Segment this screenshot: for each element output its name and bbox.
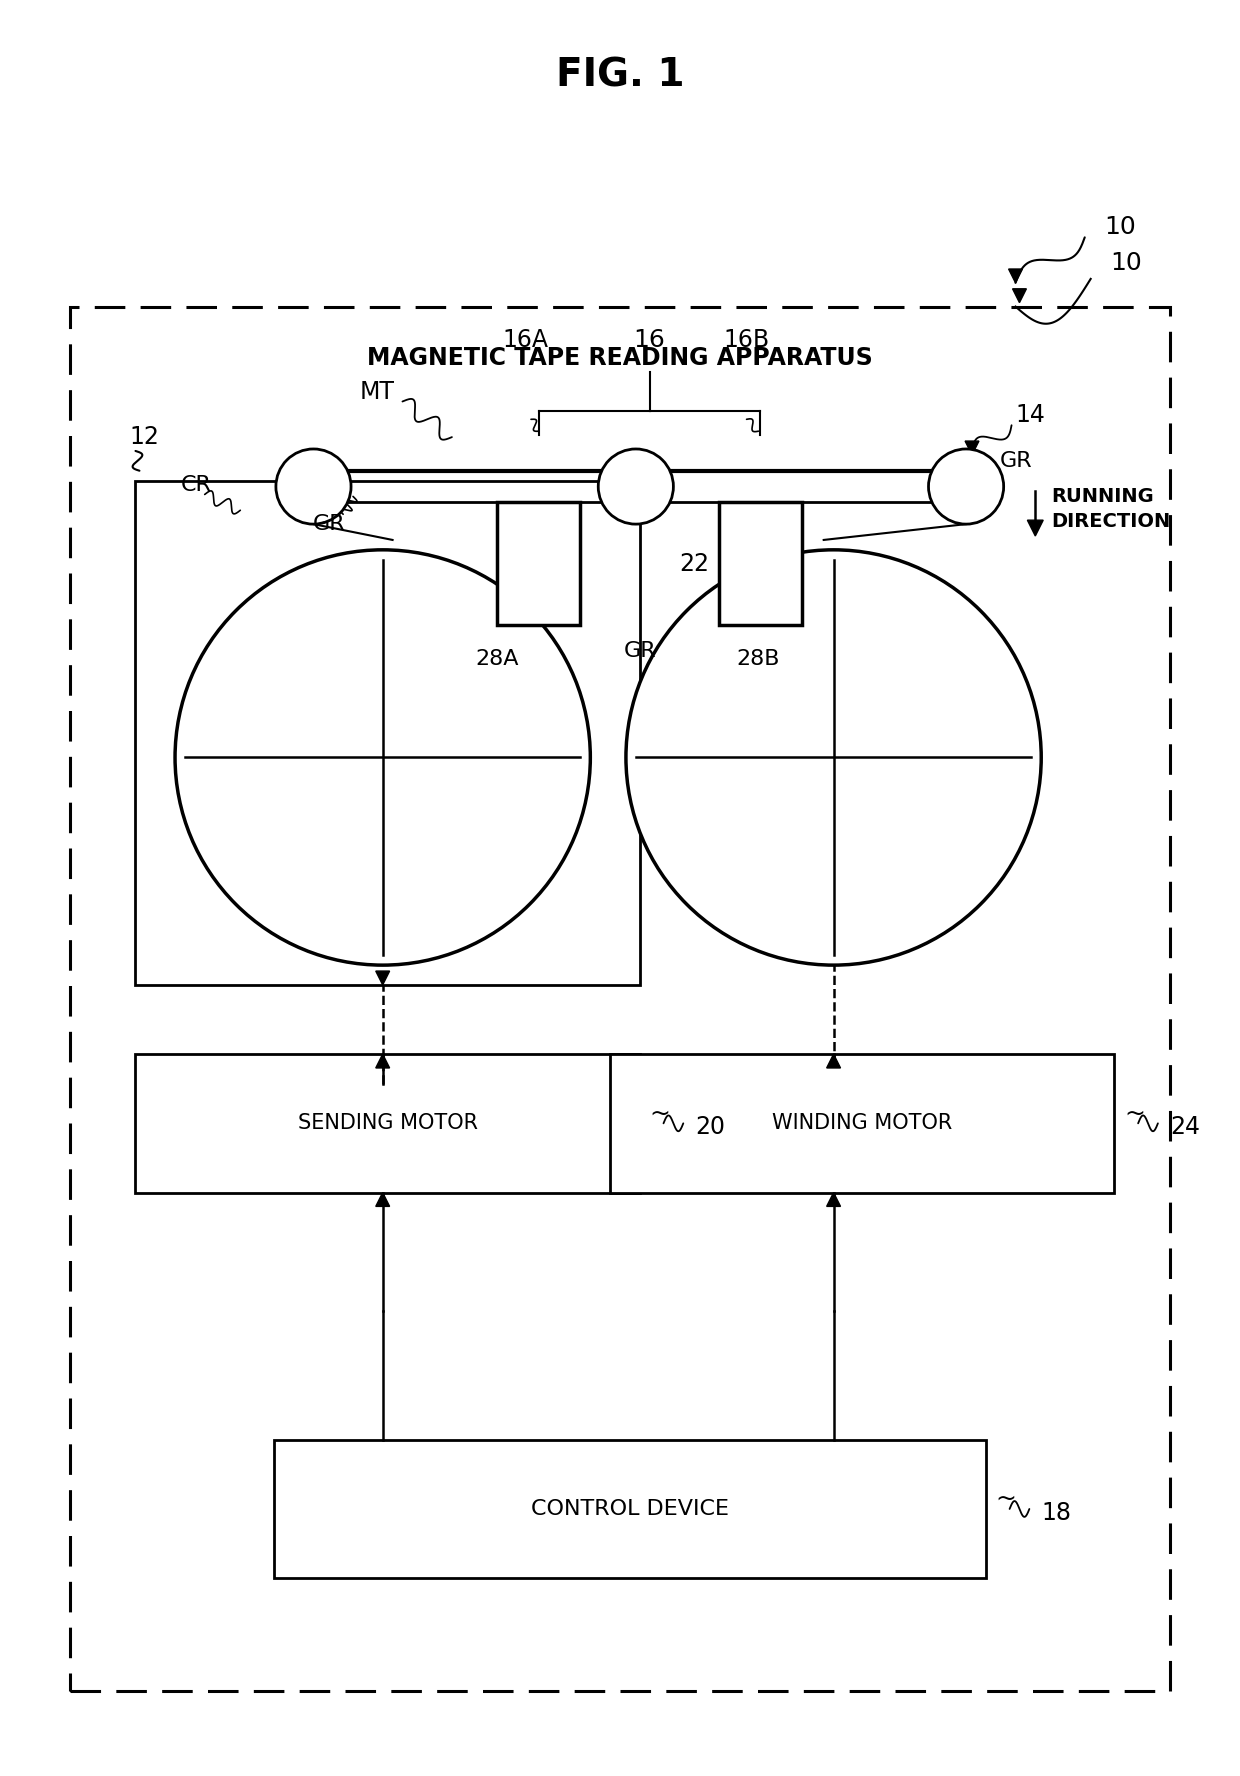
Text: 12: 12 (129, 424, 160, 449)
Text: CONTROL DEVICE: CONTROL DEVICE (531, 1499, 729, 1518)
FancyBboxPatch shape (274, 1440, 986, 1579)
Text: SENDING MOTOR: SENDING MOTOR (298, 1114, 477, 1133)
Text: RUNNING
DIRECTION: RUNNING DIRECTION (1052, 487, 1171, 531)
Text: GR: GR (312, 513, 346, 535)
Text: ~: ~ (996, 1487, 1017, 1511)
Polygon shape (376, 971, 389, 986)
Text: FIG. 1: FIG. 1 (556, 57, 684, 94)
Circle shape (626, 551, 1042, 964)
FancyBboxPatch shape (71, 307, 1169, 1691)
Polygon shape (376, 1192, 389, 1206)
Circle shape (175, 551, 590, 964)
Polygon shape (827, 952, 841, 964)
Polygon shape (827, 1055, 841, 1067)
Text: 16B: 16B (723, 329, 770, 352)
Text: 18: 18 (1042, 1501, 1071, 1526)
Text: 10: 10 (1111, 250, 1142, 275)
Polygon shape (1013, 289, 1027, 302)
Circle shape (929, 449, 1003, 524)
FancyBboxPatch shape (135, 1055, 640, 1192)
Polygon shape (376, 1055, 389, 1067)
Text: 28A: 28A (476, 648, 520, 670)
Polygon shape (965, 440, 978, 455)
Text: 20: 20 (696, 1115, 725, 1138)
FancyBboxPatch shape (497, 503, 580, 625)
Text: 16A: 16A (502, 329, 548, 352)
Text: MT: MT (360, 380, 394, 403)
Text: ~: ~ (650, 1101, 671, 1126)
FancyBboxPatch shape (610, 1055, 1115, 1192)
Text: GR: GR (999, 451, 1033, 471)
Text: CR: CR (181, 474, 212, 494)
Text: ~: ~ (1125, 1101, 1146, 1126)
Text: WINDING MOTOR: WINDING MOTOR (773, 1114, 952, 1133)
Text: GR: GR (624, 641, 656, 661)
Polygon shape (1008, 268, 1023, 282)
Text: 14: 14 (1016, 403, 1045, 428)
Text: 24: 24 (1169, 1115, 1200, 1138)
Text: 16: 16 (634, 329, 666, 352)
Text: MAGNETIC TAPE READING APPARATUS: MAGNETIC TAPE READING APPARATUS (367, 346, 873, 369)
Text: 28B: 28B (737, 648, 780, 670)
Polygon shape (827, 1192, 841, 1206)
FancyBboxPatch shape (135, 481, 640, 986)
Text: 22: 22 (680, 552, 709, 575)
FancyBboxPatch shape (719, 503, 802, 625)
Polygon shape (1028, 520, 1043, 536)
Circle shape (598, 449, 673, 524)
Text: 10: 10 (1105, 215, 1136, 240)
Circle shape (275, 449, 351, 524)
